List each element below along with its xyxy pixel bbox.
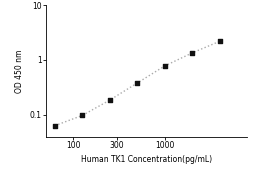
Point [217, 40, 221, 43]
Point [80, 114, 84, 117]
Y-axis label: OD 450 nm: OD 450 nm [15, 49, 24, 93]
Point [135, 82, 139, 84]
X-axis label: Human TK1 Concentration(pg/mL): Human TK1 Concentration(pg/mL) [81, 155, 211, 164]
Point [53, 124, 57, 127]
Point [107, 99, 112, 101]
Point [189, 51, 194, 54]
Point [162, 65, 166, 67]
